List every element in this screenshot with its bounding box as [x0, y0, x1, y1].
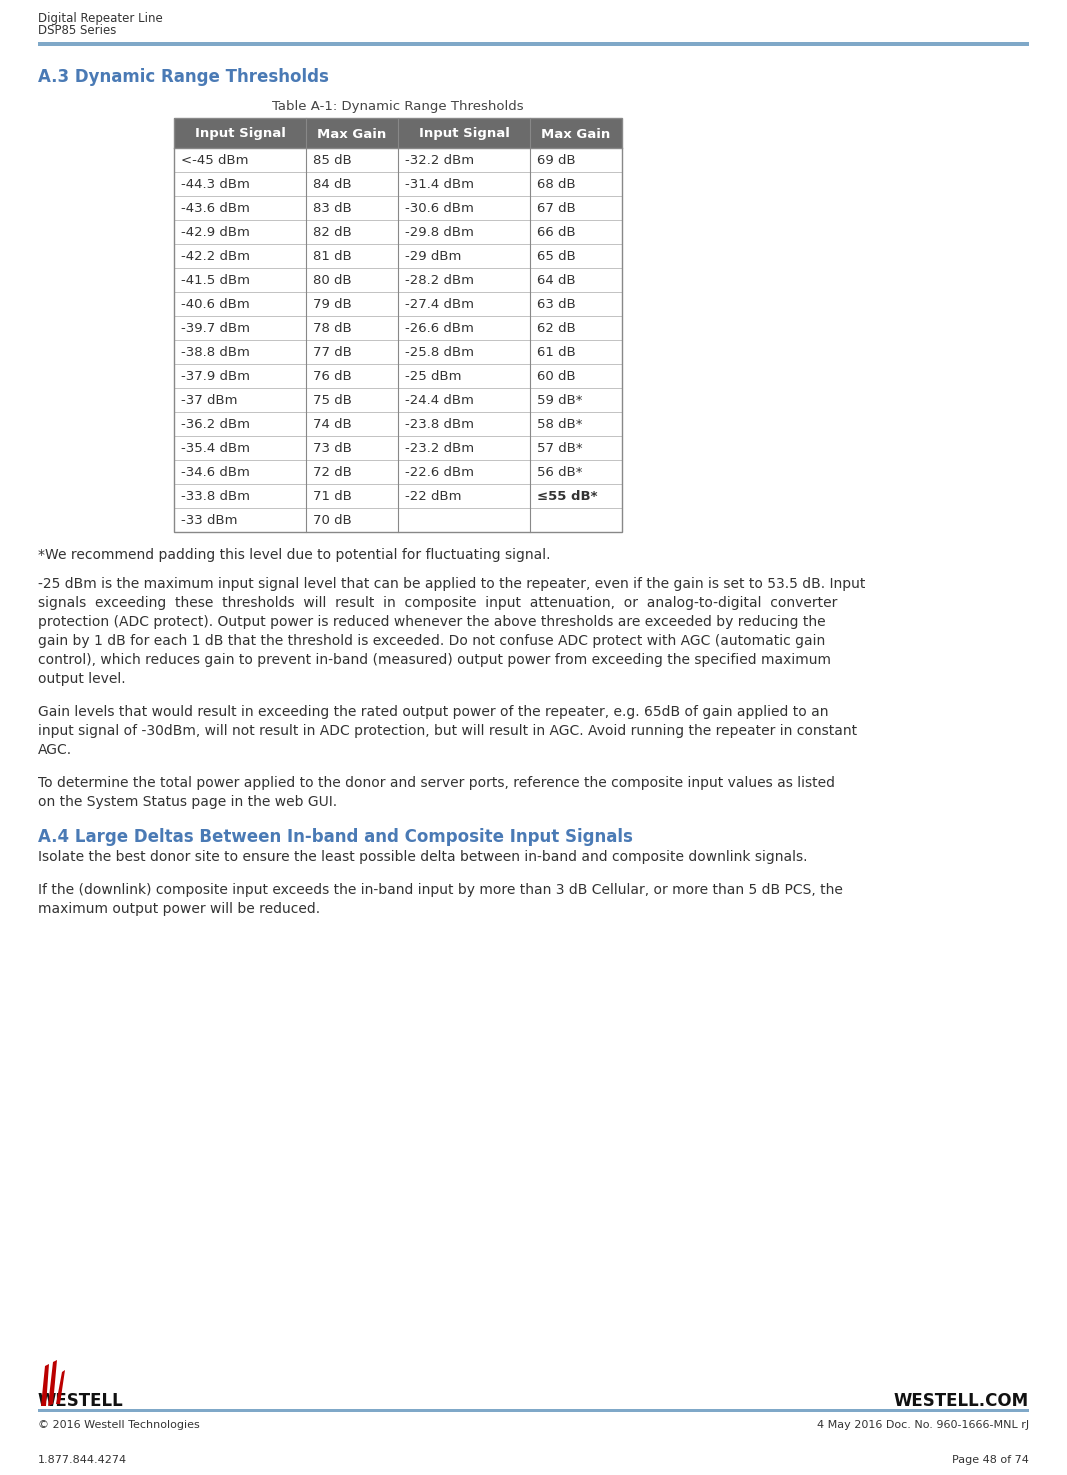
Text: signals  exceeding  these  thresholds  will  result  in  composite  input  atten: signals exceeding these thresholds will … [38, 596, 838, 611]
Text: 62 dB: 62 dB [537, 322, 576, 335]
Text: *We recommend padding this level due to potential for fluctuating signal.: *We recommend padding this level due to … [38, 549, 551, 562]
Text: Digital Repeater Line: Digital Repeater Line [38, 12, 163, 25]
Text: 72 dB: 72 dB [313, 466, 352, 478]
Polygon shape [55, 1370, 65, 1404]
Text: 59 dB*: 59 dB* [537, 394, 583, 407]
Text: -37.9 dBm: -37.9 dBm [181, 370, 250, 382]
Text: 70 dB: 70 dB [313, 513, 352, 527]
Text: 4 May 2016 Doc. No. 960-1666-MNL rJ: 4 May 2016 Doc. No. 960-1666-MNL rJ [817, 1420, 1029, 1429]
Text: 75 dB: 75 dB [313, 394, 352, 407]
Text: 82 dB: 82 dB [313, 226, 352, 239]
Text: -33 dBm: -33 dBm [181, 513, 238, 527]
Text: To determine the total power applied to the donor and server ports, reference th: To determine the total power applied to … [38, 776, 835, 791]
Text: 79 dB: 79 dB [313, 298, 352, 311]
Text: -25.8 dBm: -25.8 dBm [405, 345, 474, 358]
Text: Gain levels that would result in exceeding the rated output power of the repeate: Gain levels that would result in exceedi… [38, 705, 828, 718]
Text: 74 dB: 74 dB [313, 417, 352, 431]
Text: 65 dB: 65 dB [537, 249, 576, 263]
Text: 71 dB: 71 dB [313, 490, 352, 503]
Text: Input Signal: Input Signal [418, 127, 509, 140]
Text: Page 48 of 74: Page 48 of 74 [952, 1454, 1029, 1465]
Text: If the (downlink) composite input exceeds the in-band input by more than 3 dB Ce: If the (downlink) composite input exceed… [38, 884, 843, 897]
Text: -28.2 dBm: -28.2 dBm [405, 273, 474, 286]
Text: gain by 1 dB for each 1 dB that the threshold is exceeded. Do not confuse ADC pr: gain by 1 dB for each 1 dB that the thre… [38, 634, 825, 648]
Text: 67 dB: 67 dB [537, 202, 576, 214]
Text: 61 dB: 61 dB [537, 345, 576, 358]
Text: DSP85 Series: DSP85 Series [38, 24, 116, 37]
Polygon shape [48, 1360, 57, 1406]
Bar [38, 1409, 1029, 1412]
Text: 84 dB: 84 dB [313, 177, 352, 190]
Text: input signal of -30dBm, will not result in ADC protection, but will result in AG: input signal of -30dBm, will not result … [38, 724, 857, 738]
Text: Max Gain: Max Gain [317, 127, 386, 140]
Text: -23.8 dBm: -23.8 dBm [405, 417, 474, 431]
Text: -35.4 dBm: -35.4 dBm [181, 441, 250, 454]
Text: <-45 dBm: <-45 dBm [181, 153, 249, 167]
Text: -43.6 dBm: -43.6 dBm [181, 202, 250, 214]
Text: © 2016 Westell Technologies: © 2016 Westell Technologies [38, 1420, 200, 1429]
Text: Table A-1: Dynamic Range Thresholds: Table A-1: Dynamic Range Thresholds [272, 100, 524, 114]
Text: -22.6 dBm: -22.6 dBm [405, 466, 474, 478]
Text: 85 dB: 85 dB [313, 153, 352, 167]
Text: 58 dB*: 58 dB* [537, 417, 583, 431]
Text: Max Gain: Max Gain [541, 127, 610, 140]
Text: -22 dBm: -22 dBm [405, 490, 462, 503]
Text: -34.6 dBm: -34.6 dBm [181, 466, 250, 478]
Text: -36.2 dBm: -36.2 dBm [181, 417, 250, 431]
Polygon shape [41, 1364, 49, 1406]
Text: -31.4 dBm: -31.4 dBm [405, 177, 474, 190]
Bar [174, 118, 622, 532]
Text: Isolate the best donor site to ensure the least possible delta between in-band a: Isolate the best donor site to ensure th… [38, 850, 808, 864]
Bar [38, 41, 1029, 46]
Text: -39.7 dBm: -39.7 dBm [181, 322, 250, 335]
Text: -23.2 dBm: -23.2 dBm [405, 441, 474, 454]
Text: ≤55 dB*: ≤55 dB* [537, 490, 598, 503]
Text: 64 dB: 64 dB [537, 273, 575, 286]
Text: 80 dB: 80 dB [313, 273, 352, 286]
Text: maximum output power will be reduced.: maximum output power will be reduced. [38, 903, 320, 916]
Text: -29.8 dBm: -29.8 dBm [405, 226, 474, 239]
Text: 76 dB: 76 dB [313, 370, 352, 382]
Text: 60 dB: 60 dB [537, 370, 575, 382]
Text: -26.6 dBm: -26.6 dBm [405, 322, 474, 335]
Text: -32.2 dBm: -32.2 dBm [405, 153, 474, 167]
Text: -37 dBm: -37 dBm [181, 394, 238, 407]
Text: 57 dB*: 57 dB* [537, 441, 583, 454]
Text: Input Signal: Input Signal [194, 127, 286, 140]
Text: -27.4 dBm: -27.4 dBm [405, 298, 474, 311]
Text: -25 dBm is the maximum input signal level that can be applied to the repeater, e: -25 dBm is the maximum input signal leve… [38, 577, 865, 591]
Text: -38.8 dBm: -38.8 dBm [181, 345, 250, 358]
Text: 73 dB: 73 dB [313, 441, 352, 454]
Text: 69 dB: 69 dB [537, 153, 575, 167]
Text: 77 dB: 77 dB [313, 345, 352, 358]
Text: 81 dB: 81 dB [313, 249, 352, 263]
Text: 63 dB: 63 dB [537, 298, 576, 311]
Text: protection (ADC protect). Output power is reduced whenever the above thresholds : protection (ADC protect). Output power i… [38, 615, 826, 628]
Text: -33.8 dBm: -33.8 dBm [181, 490, 250, 503]
Text: on the System Status page in the web GUI.: on the System Status page in the web GUI… [38, 795, 337, 808]
Text: -25 dBm: -25 dBm [405, 370, 462, 382]
Text: 83 dB: 83 dB [313, 202, 352, 214]
Text: -44.3 dBm: -44.3 dBm [181, 177, 250, 190]
Text: -40.6 dBm: -40.6 dBm [181, 298, 250, 311]
Text: 66 dB: 66 dB [537, 226, 575, 239]
Text: -24.4 dBm: -24.4 dBm [405, 394, 474, 407]
Text: -29 dBm: -29 dBm [405, 249, 461, 263]
Text: A.3 Dynamic Range Thresholds: A.3 Dynamic Range Thresholds [38, 68, 329, 86]
Text: -42.2 dBm: -42.2 dBm [181, 249, 250, 263]
Bar [174, 118, 622, 148]
Text: -41.5 dBm: -41.5 dBm [181, 273, 250, 286]
Text: 56 dB*: 56 dB* [537, 466, 583, 478]
Text: WESTELL.COM: WESTELL.COM [894, 1392, 1029, 1410]
Text: AGC.: AGC. [38, 743, 73, 757]
Text: A.4 Large Deltas Between In-band and Composite Input Signals: A.4 Large Deltas Between In-band and Com… [38, 827, 633, 847]
Text: output level.: output level. [38, 673, 126, 686]
Text: -30.6 dBm: -30.6 dBm [405, 202, 474, 214]
Text: control), which reduces gain to prevent in-band (measured) output power from exc: control), which reduces gain to prevent … [38, 653, 831, 667]
Text: WESTELL: WESTELL [38, 1392, 124, 1410]
Text: 68 dB: 68 dB [537, 177, 575, 190]
Text: 1.877.844.4274: 1.877.844.4274 [38, 1454, 127, 1465]
Text: 78 dB: 78 dB [313, 322, 352, 335]
Text: -42.9 dBm: -42.9 dBm [181, 226, 250, 239]
